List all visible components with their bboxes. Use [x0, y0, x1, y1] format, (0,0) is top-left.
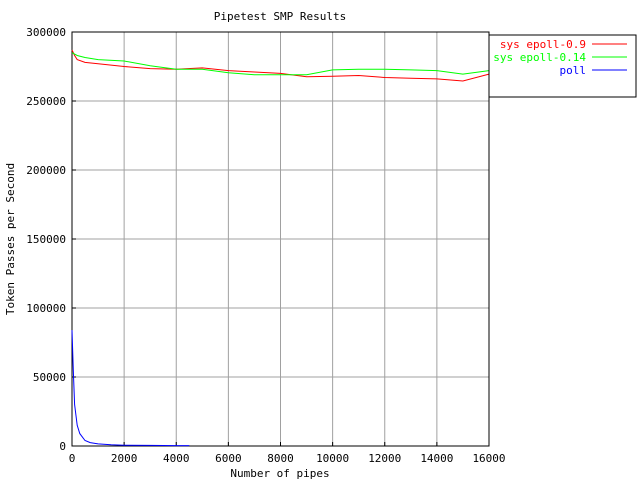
y-tick-label: 50000	[33, 371, 66, 384]
grid	[72, 32, 489, 446]
x-tick-label: 14000	[420, 452, 453, 465]
x-axis-label: Number of pipes	[230, 467, 329, 480]
series-line-1	[71, 52, 490, 76]
y-tick-label: 250000	[26, 95, 66, 108]
legend-box	[488, 34, 637, 98]
x-tick-label: 12000	[368, 452, 401, 465]
x-tick-label: 16000	[472, 452, 505, 465]
x-tick-label: 6000	[215, 452, 242, 465]
series-line-2	[71, 330, 190, 447]
x-tick-label: 10000	[316, 452, 349, 465]
series-lines	[71, 49, 490, 447]
x-tick-label: 2000	[111, 452, 138, 465]
x-tick-label: 8000	[267, 452, 294, 465]
legend-label: sys epoll-0.9	[500, 38, 586, 51]
ticks: 0 2000 4000 6000 8000 10000 12000 14000 16000 0 50…	[26, 26, 505, 465]
y-tick-label: 300000	[26, 26, 66, 39]
x-tick-label: 0	[69, 452, 76, 465]
y-tick-label: 0	[59, 440, 66, 453]
x-tick-label: 4000	[163, 452, 190, 465]
y-tick-label: 100000	[26, 302, 66, 315]
series-line-0	[71, 49, 490, 82]
chart-title: Pipetest SMP Results	[214, 10, 346, 23]
y-tick-label: 200000	[26, 164, 66, 177]
y-axis-label: Token Passes per Second	[4, 163, 17, 315]
legend-label: sys epoll-0.14	[493, 51, 586, 64]
y-tick-label: 150000	[26, 233, 66, 246]
legend-label: poll	[560, 64, 587, 77]
